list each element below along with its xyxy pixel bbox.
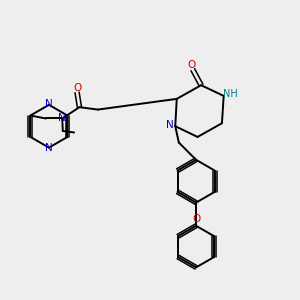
Text: N: N — [166, 120, 174, 130]
Text: N: N — [45, 143, 53, 153]
Text: O: O — [73, 83, 81, 93]
Text: N: N — [58, 113, 66, 123]
Text: O: O — [188, 60, 196, 70]
Text: NH: NH — [223, 88, 238, 98]
Text: N: N — [45, 99, 53, 109]
Text: O: O — [192, 214, 200, 224]
